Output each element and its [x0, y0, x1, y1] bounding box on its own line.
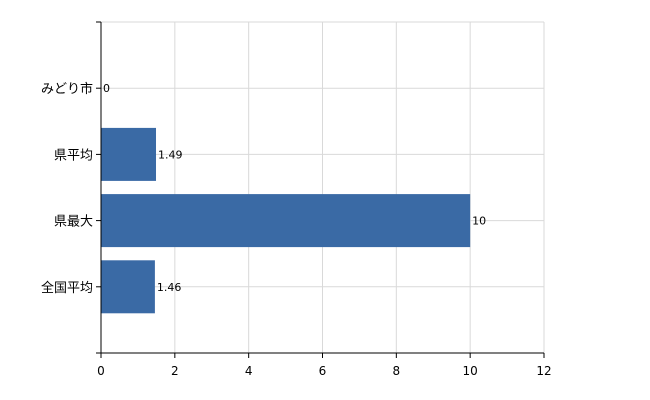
category-label: 県平均	[54, 148, 93, 163]
x-tick-label: 0	[97, 364, 105, 378]
category-label: 県最大	[54, 215, 93, 230]
data-label: 1.49	[158, 148, 183, 161]
x-tick-label: 4	[245, 364, 253, 378]
x-tick-label: 12	[536, 364, 551, 378]
bar	[101, 127, 157, 181]
category-label: みどり市	[41, 81, 93, 97]
x-tick-label: 8	[393, 364, 401, 378]
bar	[101, 260, 155, 314]
data-label: 0	[103, 82, 110, 95]
x-tick-label: 6	[319, 364, 327, 378]
data-label: 10	[472, 215, 486, 228]
x-tick-label: 2	[171, 364, 179, 378]
x-tick-label: 10	[463, 364, 478, 378]
bar	[101, 194, 471, 248]
category-label: 全国平均	[41, 280, 93, 296]
data-label: 1.46	[157, 281, 182, 294]
